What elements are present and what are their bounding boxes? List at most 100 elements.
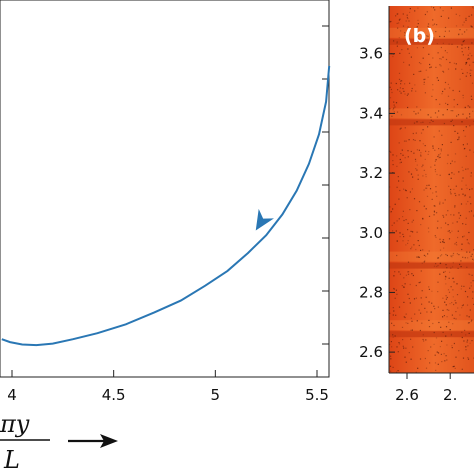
speckle-dot [439, 153, 441, 155]
speckle-dot [425, 187, 427, 189]
speckle-dot [415, 90, 417, 92]
speckle-dot [445, 222, 447, 224]
speckle-dot [436, 77, 438, 79]
speckle-dot [462, 169, 464, 172]
speckle-dot [461, 331, 463, 333]
speckle-dot [461, 305, 463, 307]
speckle-dot [418, 149, 420, 151]
speckle-dot [450, 110, 452, 112]
speckle-dot [426, 39, 428, 41]
speckle-dot [399, 273, 401, 275]
speckle-dot [441, 93, 443, 95]
speckle-dot [420, 224, 422, 226]
speckle-dot [427, 153, 429, 155]
speckle-dot [469, 64, 471, 66]
speckle-dot [438, 148, 440, 150]
speckle-dot [394, 271, 396, 273]
speckle-dot [469, 251, 471, 253]
speckle-dot [451, 302, 453, 304]
speckle-dot [470, 95, 472, 97]
speckle-dot [440, 353, 442, 355]
panel-a-x-ticks: 4 4.5 5 5.5 [7, 370, 329, 404]
speckle-dot [392, 160, 394, 162]
speckle-dot [392, 334, 394, 336]
speckle-dot [407, 229, 409, 231]
speckle-dot [403, 219, 405, 222]
speckle-dot [461, 336, 463, 339]
speckle-dot [410, 230, 412, 232]
speckle-dot [408, 271, 410, 273]
speckle-dot [391, 346, 393, 348]
panel-a-frame [0, 0, 330, 378]
speckle-dot [451, 172, 453, 174]
speckle-dot [405, 361, 407, 363]
speckle-dot [456, 253, 458, 255]
speckle-dot [462, 72, 464, 74]
speckle-dot [420, 152, 422, 154]
speckle-dot [442, 114, 444, 116]
speckle-dot [390, 82, 392, 84]
speckle-dot [402, 25, 405, 27]
speckle-dot [425, 176, 427, 178]
speckle-dot [393, 288, 395, 290]
speckle-dot [442, 331, 444, 333]
speckle-dot [425, 367, 428, 369]
speckle-dot [440, 65, 442, 67]
speckle-dot [433, 23, 436, 25]
speckle-dot [430, 166, 432, 168]
speckle-dot [472, 280, 474, 282]
speckle-dot [471, 98, 473, 100]
speckle-dot [402, 154, 404, 156]
speckle-dot [429, 188, 432, 190]
speckle-dot [466, 266, 468, 268]
x-tick-label: 5 [211, 386, 221, 404]
speckle-dot [416, 256, 418, 258]
speckle-dot [467, 54, 469, 56]
speckle-dot [452, 277, 454, 279]
speckle-dot [407, 322, 409, 324]
speckle-dot [395, 82, 397, 85]
speckle-dot [439, 249, 442, 251]
speckle-dot [436, 116, 438, 118]
speckle-dot [436, 24, 438, 26]
speckle-dot [424, 158, 426, 160]
speckle-dot [399, 189, 401, 192]
speckle-dot [389, 186, 391, 188]
speckle-dot [468, 322, 470, 324]
speckle-dot [389, 312, 391, 314]
speckle-dot [409, 302, 411, 304]
speckle-dot [432, 89, 434, 91]
speckle-dot [464, 31, 466, 33]
speckle-dot [433, 210, 435, 212]
speckle-dot [443, 71, 445, 73]
speckle-dot [469, 273, 471, 276]
speckle-dot [464, 257, 466, 259]
speckle-dot [389, 108, 391, 110]
speckle-dot [447, 95, 450, 97]
speckle-dot [465, 334, 467, 336]
speckle-dot [392, 336, 394, 338]
speckle-dot [426, 11, 428, 13]
speckle-dot [415, 35, 417, 37]
speckle-dot [400, 83, 402, 85]
speckle-dot [400, 127, 402, 129]
speckle-dot [452, 89, 454, 92]
speckle-dot [454, 205, 456, 207]
speckle-dot [417, 112, 419, 114]
speckle-dot [418, 62, 421, 64]
speckle-dot [471, 6, 474, 8]
speckle-dot [424, 78, 426, 80]
speckle-dot [423, 340, 425, 342]
speckle-dot [437, 52, 439, 54]
y-tick-label: 3.0 [359, 224, 383, 242]
speckle-dot [422, 175, 424, 177]
speckle-dot [398, 342, 400, 344]
speckle-dot [423, 78, 425, 81]
speckle-dot [445, 283, 447, 285]
speckle-dot [417, 178, 419, 180]
speckle-dot [404, 316, 406, 319]
speckle-dot [448, 291, 451, 293]
speckle-dot [404, 283, 406, 285]
speckle-dot [432, 322, 434, 325]
speckle-dot [404, 32, 406, 34]
